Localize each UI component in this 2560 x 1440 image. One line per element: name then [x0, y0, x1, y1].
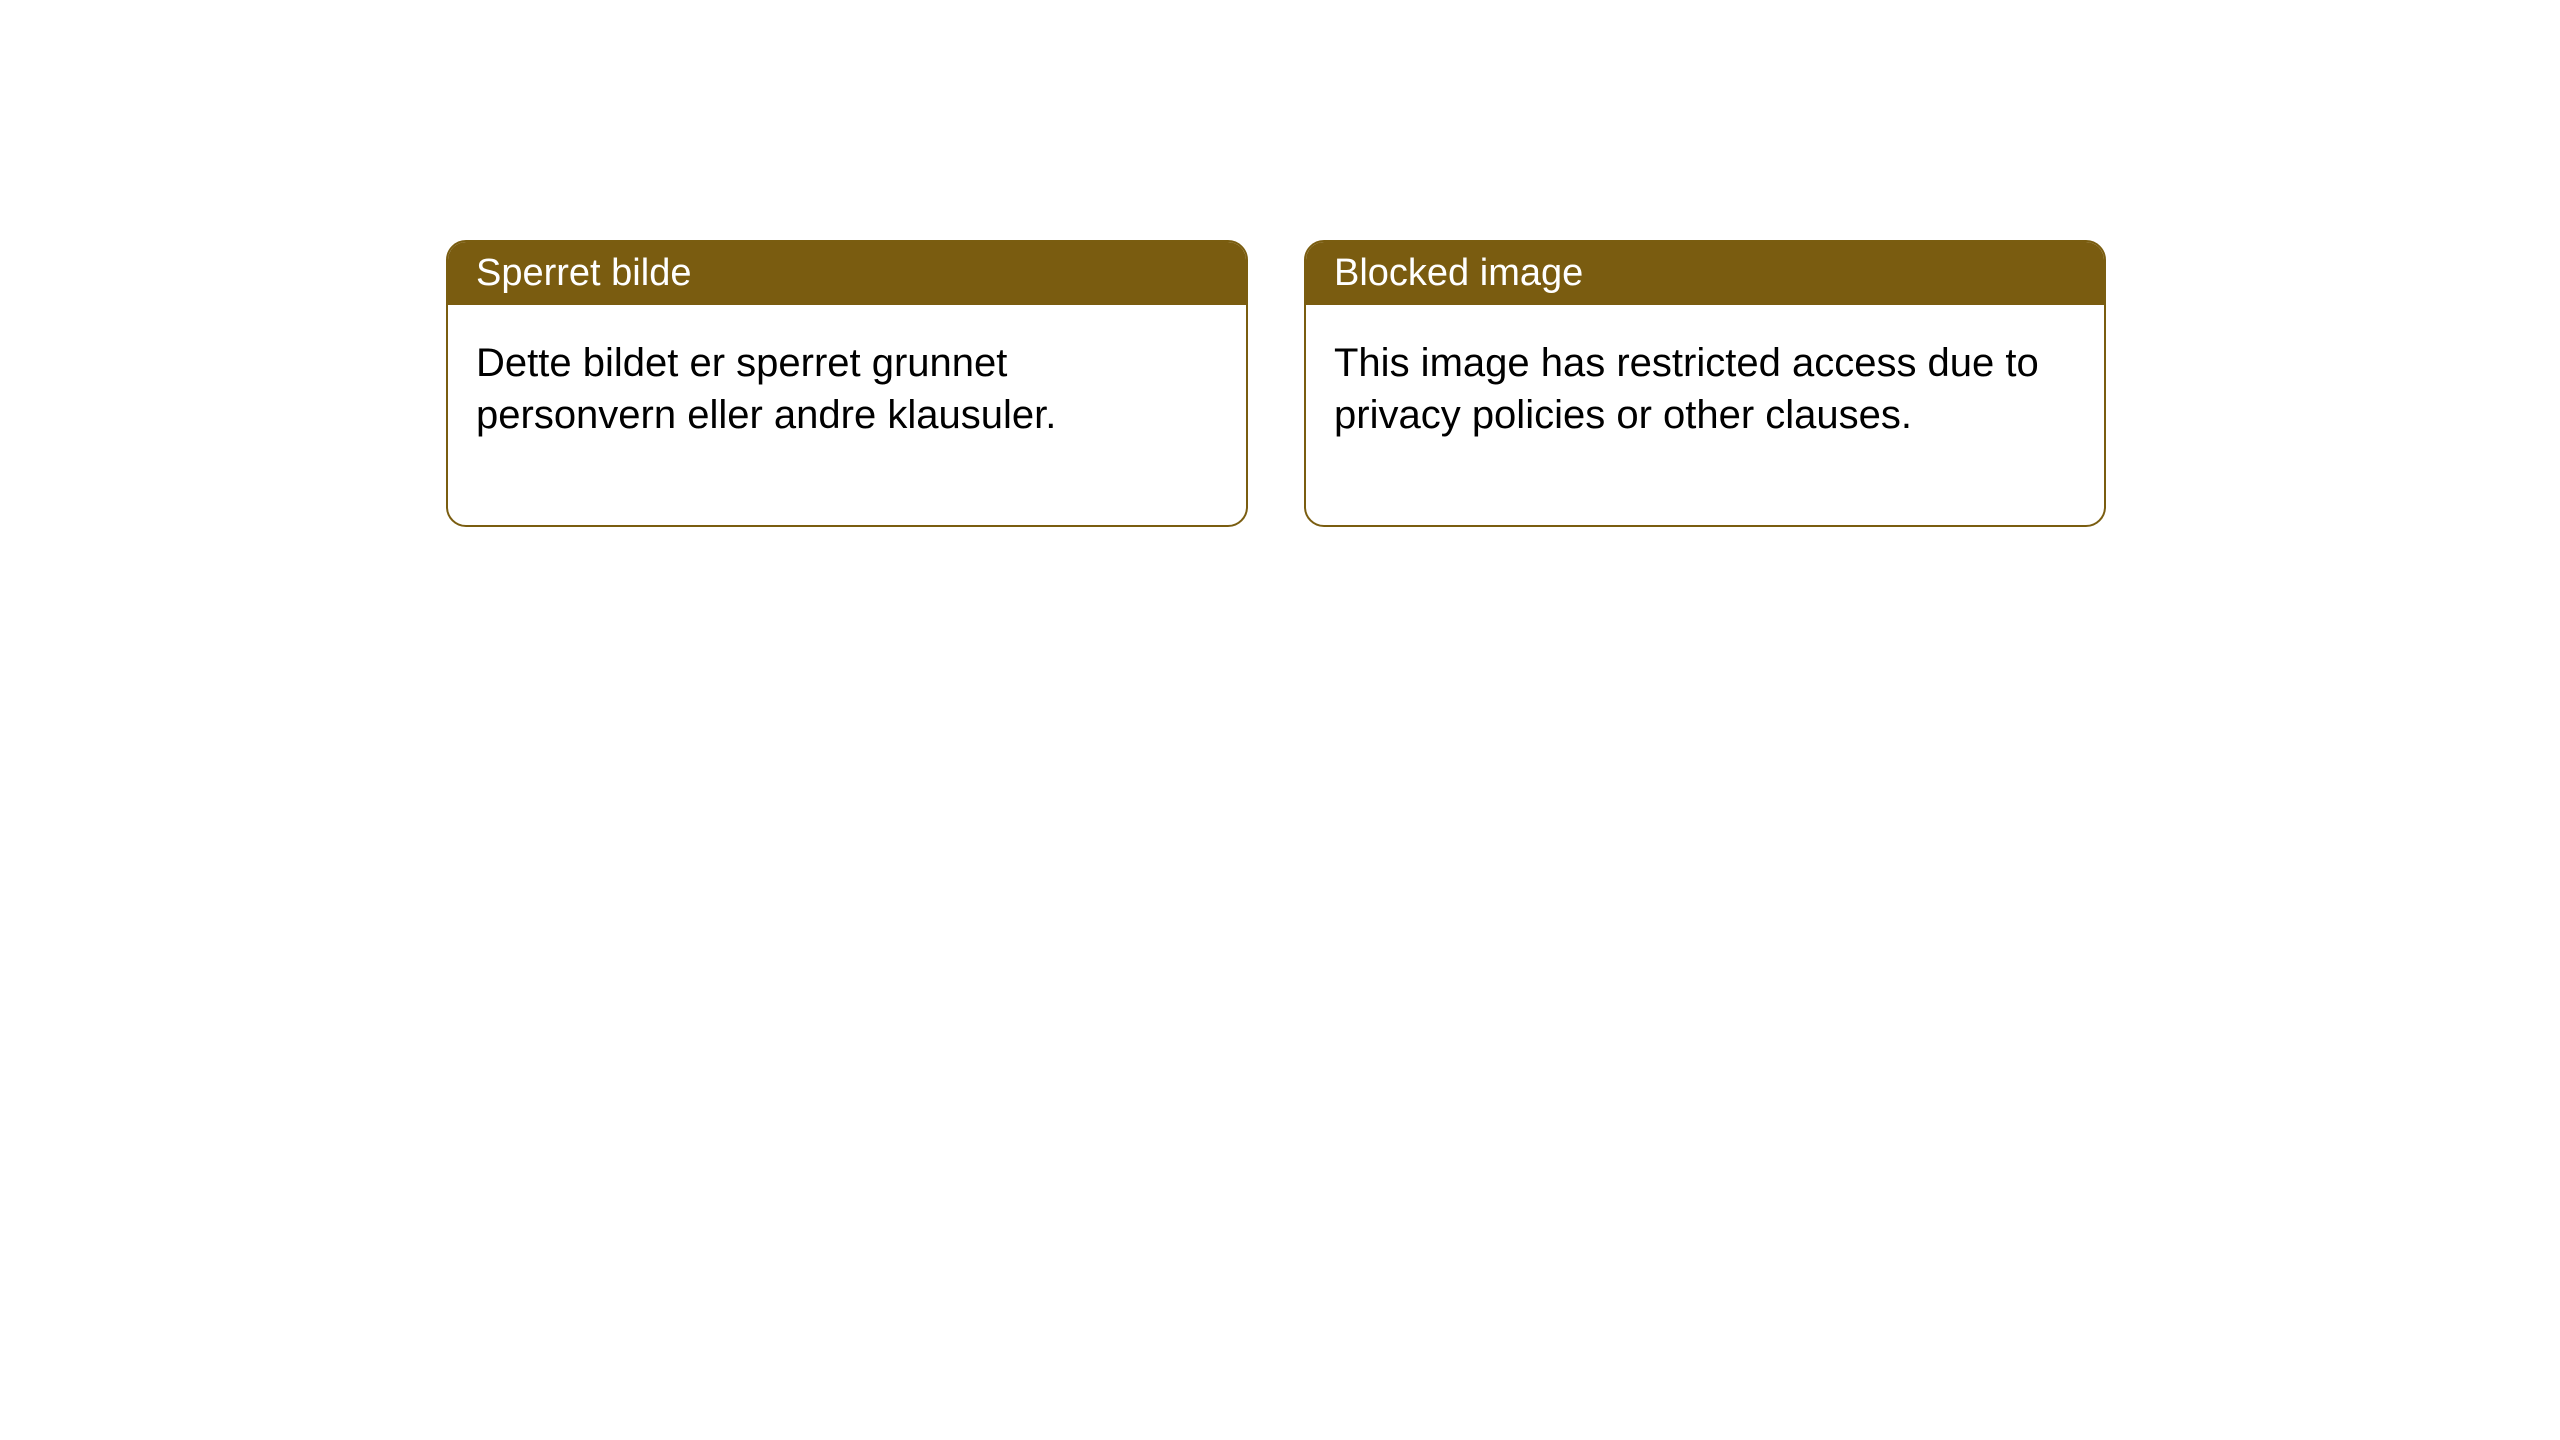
card-body-text: This image has restricted access due to … [1334, 341, 2039, 437]
card-header: Sperret bilde [448, 242, 1246, 305]
notice-cards-container: Sperret bilde Dette bildet er sperret gr… [446, 240, 2106, 527]
card-body: This image has restricted access due to … [1306, 305, 2104, 525]
card-body: Dette bildet er sperret grunnet personve… [448, 305, 1246, 525]
card-body-text: Dette bildet er sperret grunnet personve… [476, 341, 1056, 437]
card-header-text: Blocked image [1334, 252, 1583, 294]
notice-card-english: Blocked image This image has restricted … [1304, 240, 2106, 527]
card-header-text: Sperret bilde [476, 252, 691, 294]
card-header: Blocked image [1306, 242, 2104, 305]
notice-card-norwegian: Sperret bilde Dette bildet er sperret gr… [446, 240, 1248, 527]
